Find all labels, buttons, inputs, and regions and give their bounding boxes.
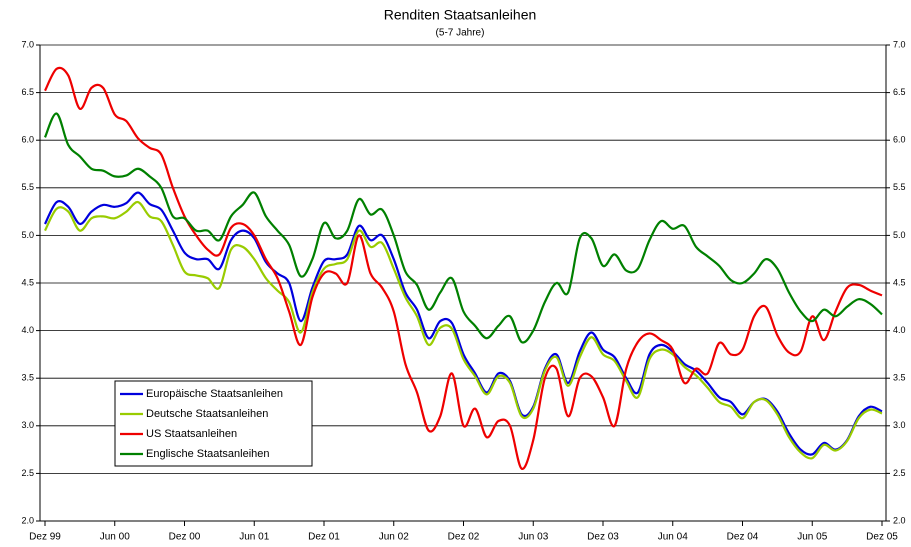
y-tick-label: 4.0 — [21, 325, 34, 335]
series-line — [44, 66, 883, 470]
y2-tick-label: 4.0 — [893, 325, 906, 335]
y2-tick-label: 2.0 — [893, 515, 906, 525]
x-tick-label: Jun 01 — [239, 532, 269, 543]
legend-label: Englische Staatsanleihen — [146, 448, 270, 460]
y2-tick-label: 6.0 — [893, 135, 906, 145]
y-tick-label: 6.0 — [21, 135, 34, 145]
chart-subtitle: (5-7 Jahre) — [436, 28, 485, 39]
legend-label: Deutsche Staatsanleihen — [146, 408, 268, 420]
x-tick-label: Dez 01 — [308, 532, 340, 543]
y-tick-label: 3.0 — [21, 420, 34, 430]
y2-tick-label: 5.5 — [893, 182, 906, 192]
series-line — [44, 191, 883, 456]
x-tick-label: Jun 05 — [797, 532, 827, 543]
y2-tick-label: 3.5 — [893, 373, 906, 383]
x-tick-label: Dez 00 — [169, 532, 201, 543]
x-tick-label: Dez 03 — [587, 532, 619, 543]
x-tick-label: Jun 03 — [518, 532, 548, 543]
series-line — [43, 112, 883, 344]
y-tick-label: 4.5 — [21, 277, 34, 287]
y2-tick-label: 4.5 — [893, 277, 906, 287]
y-tick-label: 3.5 — [21, 373, 34, 383]
x-tick-label: Dez 02 — [448, 532, 480, 543]
x-tick-label: Dez 04 — [727, 532, 759, 543]
x-tick-label: Jun 00 — [100, 532, 130, 543]
y-tick-label: 6.5 — [21, 87, 34, 97]
x-tick-label: Dez 05 — [866, 532, 898, 543]
legend-box — [114, 380, 313, 467]
y2-tick-label: 3.0 — [893, 420, 906, 430]
legend-label: Europäische Staatsanleihen — [146, 388, 283, 400]
x-tick-label: Dez 99 — [29, 532, 61, 543]
y-tick-label: 5.0 — [21, 230, 34, 240]
y-tick-label: 7.0 — [21, 39, 34, 49]
y2-tick-label: 7.0 — [893, 39, 906, 49]
y2-tick-label: 2.5 — [893, 468, 906, 478]
series-line — [44, 200, 883, 460]
y-tick-label: 2.0 — [21, 515, 34, 525]
legend-label: US Staatsanleihen — [146, 428, 237, 440]
x-tick-label: Jun 02 — [379, 532, 409, 543]
chart-title: Renditen Staatsanleihen — [384, 7, 537, 23]
x-tick-label: Jun 04 — [658, 532, 688, 543]
y-tick-label: 2.5 — [21, 468, 34, 478]
y2-tick-label: 6.5 — [893, 87, 906, 97]
y2-tick-label: 5.0 — [893, 230, 906, 240]
y-tick-label: 5.5 — [21, 182, 34, 192]
